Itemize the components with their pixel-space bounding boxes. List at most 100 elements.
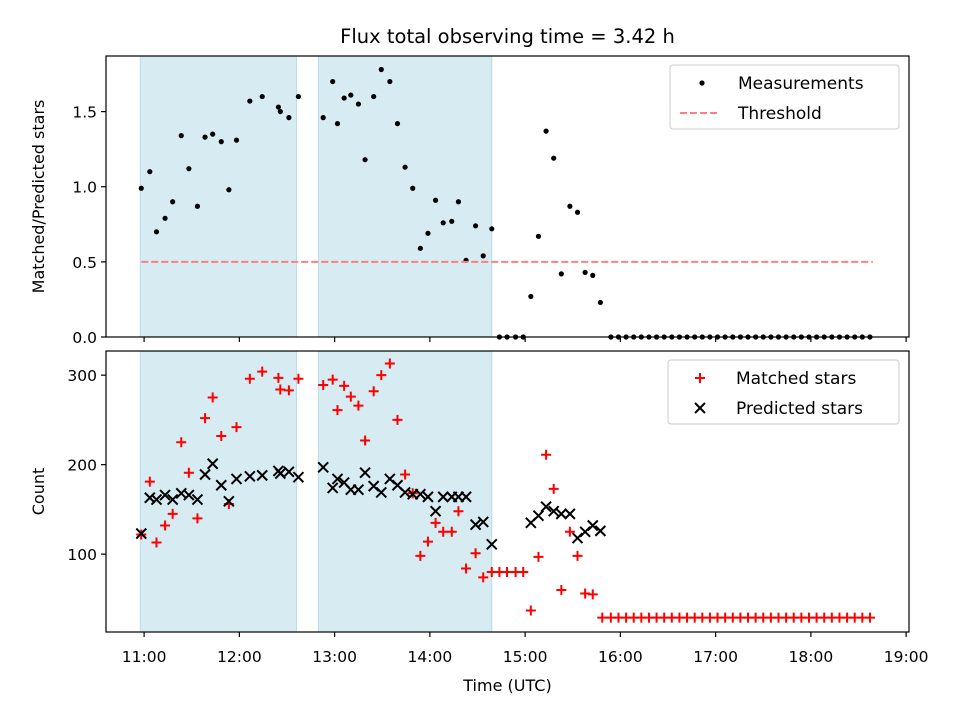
series-matched-stars-point	[231, 422, 242, 433]
y-tick-label-top: 1.0	[72, 179, 97, 197]
shaded-interval-top-0	[139, 55, 298, 338]
series-matched-stars-point	[572, 550, 583, 561]
legend-label: Threshold	[737, 104, 822, 124]
series-matched-stars-point	[244, 373, 255, 384]
series-predicted-stars-point	[352, 484, 365, 496]
series-measurements-point	[590, 272, 596, 278]
series-measurements-point	[330, 78, 336, 85]
series-measurements-point	[480, 253, 486, 259]
series-matched-stars-point	[200, 413, 211, 424]
y-tick-label-bottom: 200	[67, 457, 97, 475]
series-matched-stars-point	[275, 384, 286, 395]
series-measurements-point	[528, 293, 534, 300]
series-predicted-stars-point	[540, 501, 552, 513]
series-matched-stars-point	[283, 385, 294, 396]
series-predicted-stars-point	[274, 467, 287, 480]
series-measurements-point	[455, 199, 462, 205]
series-measurements-point	[275, 104, 282, 110]
series-measurements-point	[186, 166, 192, 172]
series-measurements-point	[567, 203, 573, 209]
series-measurements-point	[489, 226, 495, 232]
y-tick-label-top: 0.5	[72, 254, 97, 272]
series-matched-stars-point	[207, 392, 218, 403]
series-matched-stars-point	[376, 370, 387, 381]
series-measurements-point	[202, 134, 208, 140]
series-predicted-stars-point	[486, 538, 498, 551]
y-tick-label-bottom: 300	[67, 367, 97, 385]
legend-marker	[695, 373, 705, 383]
legend-marker	[694, 402, 706, 414]
series-predicted-stars-point	[331, 473, 344, 485]
series-measurements-point	[226, 187, 232, 193]
series-matched-stars-point	[192, 513, 203, 524]
series-matched-stars-point	[167, 508, 178, 519]
series-matched-stars-point	[478, 572, 489, 583]
x-tick-label: 18:00	[789, 648, 834, 666]
legend-box	[669, 64, 900, 130]
series-predicted-stars-point	[460, 491, 472, 503]
y-tick-label-bottom: 100	[67, 546, 97, 564]
series-measurements-point	[210, 131, 216, 137]
series-matched-stars-point	[548, 483, 559, 494]
legend-top: Measurements Threshold	[669, 64, 900, 130]
series-matched-stars-point	[453, 506, 464, 517]
series-matched-stars-point	[438, 526, 449, 537]
series-matched-stars-point	[273, 372, 284, 383]
legend-label: Measurements	[738, 74, 864, 94]
series-predicted-stars-point	[469, 518, 482, 531]
x-tick-label: 14:00	[408, 648, 453, 666]
series-measurements-point	[341, 95, 347, 101]
series-predicted-stars-point	[244, 470, 256, 482]
series-matched-stars-point	[353, 400, 364, 411]
series-matched-stars-point	[332, 405, 343, 416]
y-tick-label-top: 1.5	[72, 104, 97, 122]
series-matched-stars-point	[257, 366, 268, 377]
series-matched-stars-point	[502, 567, 513, 578]
legend-label: Predicted stars	[736, 399, 863, 419]
series-predicted-stars-point	[587, 519, 599, 532]
x-axis-label: Time (UTC)	[462, 676, 551, 695]
x-tick-label: 12:00	[217, 648, 262, 666]
series-measurements-point	[394, 121, 401, 127]
series-measurements-point	[295, 93, 302, 100]
series-measurements-point	[440, 220, 446, 226]
series-measurements-point	[387, 78, 393, 85]
series-measurements-point	[247, 98, 253, 104]
legend-marker	[699, 80, 705, 86]
series-measurements-point	[233, 137, 240, 143]
series-predicted-stars-point	[422, 491, 434, 503]
series-predicted-stars-point	[564, 508, 576, 520]
series-measurements-point	[551, 155, 557, 161]
series-predicted-stars-point	[555, 508, 568, 520]
series-matched-stars-point	[327, 374, 338, 385]
series-measurements-point	[277, 108, 283, 115]
series-measurements-point	[178, 133, 184, 139]
series-matched-stars-point	[400, 469, 411, 480]
series-measurements-point	[348, 92, 354, 98]
series-measurements-point	[162, 215, 168, 221]
series-measurements-point	[218, 139, 224, 145]
series-measurements-point	[597, 299, 603, 306]
x-tick-label: 19:00	[884, 648, 929, 666]
series-measurements-point	[535, 233, 542, 239]
series-predicted-stars-point	[135, 527, 147, 540]
series-predicted-stars-point	[547, 505, 560, 517]
series-matched-stars-point	[293, 373, 304, 384]
x-tick-label: 16:00	[598, 648, 643, 666]
series-matched-stars-point	[151, 537, 162, 548]
series-predicted-stars-point	[414, 488, 427, 500]
series-matched-stars-point	[392, 414, 403, 425]
series-matched-stars-point	[587, 589, 598, 600]
series-predicted-stars-point	[166, 493, 179, 506]
series-measurements-point	[432, 197, 439, 203]
x-tick-label: 13:00	[312, 648, 357, 666]
series-matched-stars-point	[384, 358, 395, 369]
series-matched-stars-point	[541, 449, 552, 460]
series-predicted-stars-point	[159, 489, 171, 501]
axes-frame-bottom	[105, 350, 910, 633]
series-measurements-point	[194, 203, 201, 209]
series-measurements-point	[170, 199, 176, 205]
series-predicted-stars-point	[230, 473, 243, 485]
series-predicted-stars-point	[437, 491, 449, 503]
series-matched-stars-point	[183, 467, 194, 478]
